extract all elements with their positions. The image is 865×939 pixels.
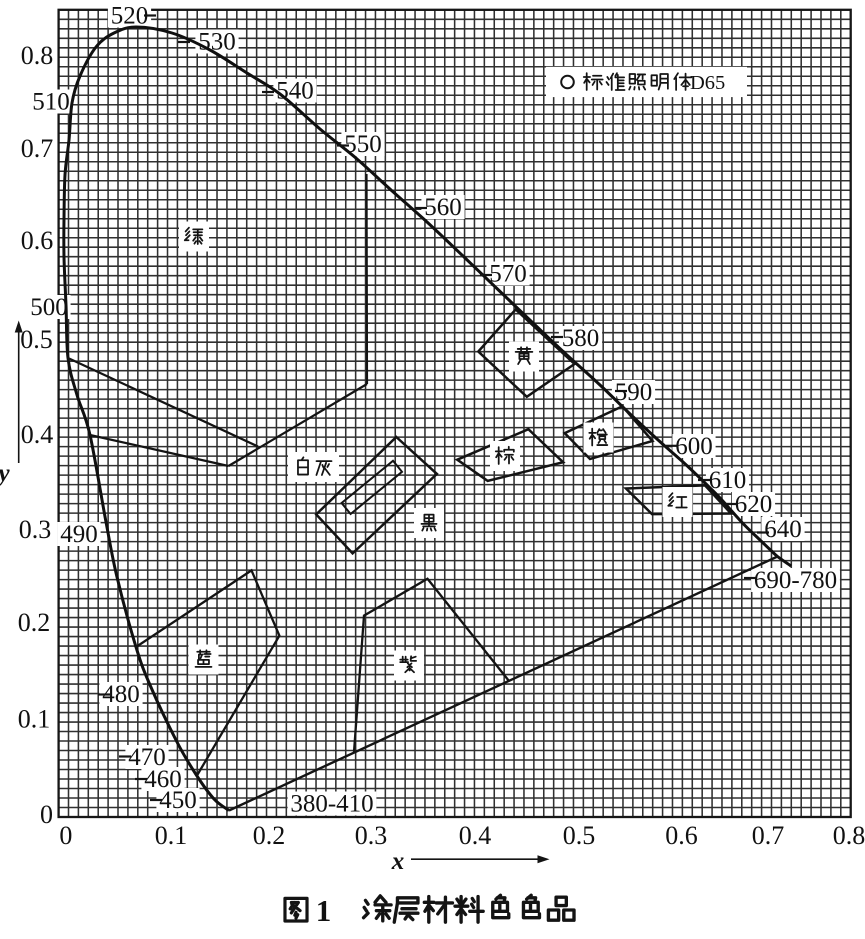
svg-text:640: 640	[764, 516, 802, 543]
svg-text:570: 570	[489, 260, 527, 287]
svg-text:580: 580	[562, 325, 600, 352]
svg-text:0.3: 0.3	[19, 515, 52, 544]
svg-text:520: 520	[111, 2, 149, 29]
svg-text:x: x	[391, 848, 405, 875]
svg-text:0.3: 0.3	[355, 821, 388, 850]
svg-text:610: 610	[709, 467, 747, 494]
svg-text:0.4: 0.4	[459, 821, 492, 850]
svg-text:0.1: 0.1	[18, 704, 51, 733]
svg-text:450: 450	[159, 787, 197, 814]
svg-text:0.6: 0.6	[665, 821, 698, 850]
svg-text:y: y	[0, 460, 10, 487]
svg-text:0.7: 0.7	[752, 821, 785, 850]
svg-text:0: 0	[59, 821, 72, 850]
svg-text:500: 500	[30, 294, 68, 321]
svg-text:0: 0	[40, 800, 53, 829]
svg-text:540: 540	[276, 77, 314, 104]
svg-text:490: 490	[60, 521, 98, 548]
svg-text:590: 590	[615, 379, 653, 406]
svg-text:560: 560	[424, 194, 462, 221]
svg-text:530: 530	[198, 28, 236, 55]
svg-text:0.5: 0.5	[20, 325, 53, 354]
svg-text:0.2: 0.2	[253, 821, 286, 850]
svg-text:0.1: 0.1	[155, 821, 188, 850]
svg-text:0.2: 0.2	[18, 608, 51, 637]
svg-text:480: 480	[102, 681, 140, 708]
svg-text:550: 550	[344, 131, 382, 158]
svg-text:0.6: 0.6	[21, 226, 54, 255]
svg-text:380-410: 380-410	[290, 790, 373, 817]
svg-text:0.8: 0.8	[833, 821, 865, 850]
svg-text:0.7: 0.7	[21, 134, 54, 163]
svg-text:0.4: 0.4	[21, 420, 54, 449]
svg-text:620: 620	[735, 491, 773, 518]
svg-text:D65: D65	[690, 72, 725, 94]
svg-text:460: 460	[144, 766, 182, 793]
svg-text:1: 1	[316, 893, 332, 928]
svg-text:690-780: 690-780	[754, 567, 837, 594]
svg-text:600: 600	[675, 433, 713, 460]
svg-text:0.5: 0.5	[563, 821, 596, 850]
svg-text:470: 470	[128, 744, 166, 771]
svg-text:0.8: 0.8	[21, 41, 54, 70]
svg-text:510: 510	[32, 88, 70, 115]
